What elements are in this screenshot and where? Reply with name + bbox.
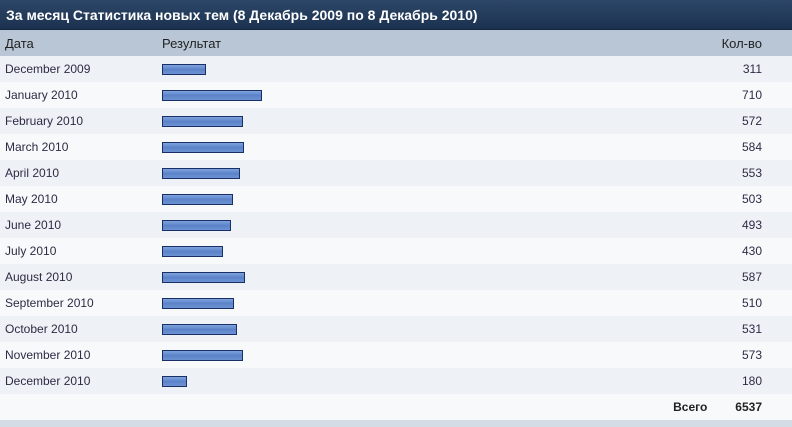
row-date: September 2010 (5, 296, 94, 310)
column-headers: Дата Результат Кол-во (0, 30, 792, 56)
row-result (162, 63, 712, 75)
row-result (162, 245, 712, 257)
table-row: December 2010 180 (0, 368, 792, 394)
table-row: February 2010 572 (0, 108, 792, 134)
row-result (162, 141, 712, 153)
result-bar (162, 271, 245, 283)
result-bar (162, 219, 231, 231)
result-bar (162, 167, 240, 179)
row-count: 531 (741, 322, 762, 336)
row-result (162, 115, 712, 127)
result-bar (162, 89, 262, 101)
row-result (162, 167, 712, 179)
row-count: 311 (742, 62, 762, 76)
row-count: 180 (741, 374, 762, 388)
row-count: 510 (741, 296, 762, 310)
table-row: December 2009 311 (0, 56, 792, 82)
table-row: April 2010 553 (0, 160, 792, 186)
column-date: Дата (5, 35, 34, 51)
result-bar (162, 193, 233, 205)
row-count: 587 (741, 270, 762, 284)
row-result (162, 271, 712, 283)
result-bar (162, 323, 237, 335)
total-label: Всего (673, 400, 708, 414)
column-result: Результат (162, 35, 222, 51)
row-date: December 2010 (5, 374, 91, 388)
row-date: February 2010 (5, 114, 84, 128)
row-date: December 2009 (5, 62, 91, 76)
row-count: 430 (741, 244, 762, 258)
row-count: 584 (741, 140, 762, 154)
table-row: October 2010 531 (0, 316, 792, 342)
stats-rows: December 2009 311 January 2010 710 Februar… (0, 56, 792, 394)
row-count: 503 (741, 192, 762, 206)
row-count: 493 (741, 218, 762, 232)
table-row: June 2010 493 (0, 212, 792, 238)
row-date: October 2010 (5, 322, 78, 336)
result-bar (162, 375, 187, 387)
row-count: 573 (741, 348, 762, 362)
total-value: 6537 (735, 400, 762, 414)
row-result (162, 219, 712, 231)
row-result (162, 297, 712, 309)
row-date: March 2010 (5, 140, 69, 154)
row-result (162, 323, 712, 335)
table-row: January 2010 710 (0, 82, 792, 108)
row-result (162, 375, 712, 387)
row-count: 553 (741, 166, 762, 180)
row-date: July 2010 (5, 244, 57, 258)
table-row: March 2010 584 (0, 134, 792, 160)
row-date: August 2010 (5, 270, 73, 284)
result-bar (162, 115, 243, 127)
result-bar (162, 245, 223, 257)
row-date: June 2010 (5, 218, 62, 232)
stats-title: За месяц Статистика новых тем (8 Декабрь… (0, 0, 792, 30)
table-row: July 2010 430 (0, 238, 792, 264)
row-date: May 2010 (5, 192, 58, 206)
table-row: September 2010 510 (0, 290, 792, 316)
column-count: Кол-во (721, 35, 762, 51)
result-bar (162, 141, 244, 153)
row-date: January 2010 (5, 88, 78, 102)
row-result (162, 349, 712, 361)
result-bar (162, 297, 234, 309)
result-bar (162, 349, 243, 361)
table-footer (0, 420, 792, 427)
row-date: November 2010 (5, 348, 91, 362)
total-row: Всего 6537 (0, 394, 792, 420)
row-result (162, 89, 712, 101)
row-date: April 2010 (5, 166, 60, 180)
table-row: May 2010 503 (0, 186, 792, 212)
result-bar (162, 63, 206, 75)
table-row: November 2010 573 (0, 342, 792, 368)
table-row: August 2010 587 (0, 264, 792, 290)
row-count: 572 (741, 114, 762, 128)
row-result (162, 193, 712, 205)
row-count: 710 (741, 88, 762, 102)
